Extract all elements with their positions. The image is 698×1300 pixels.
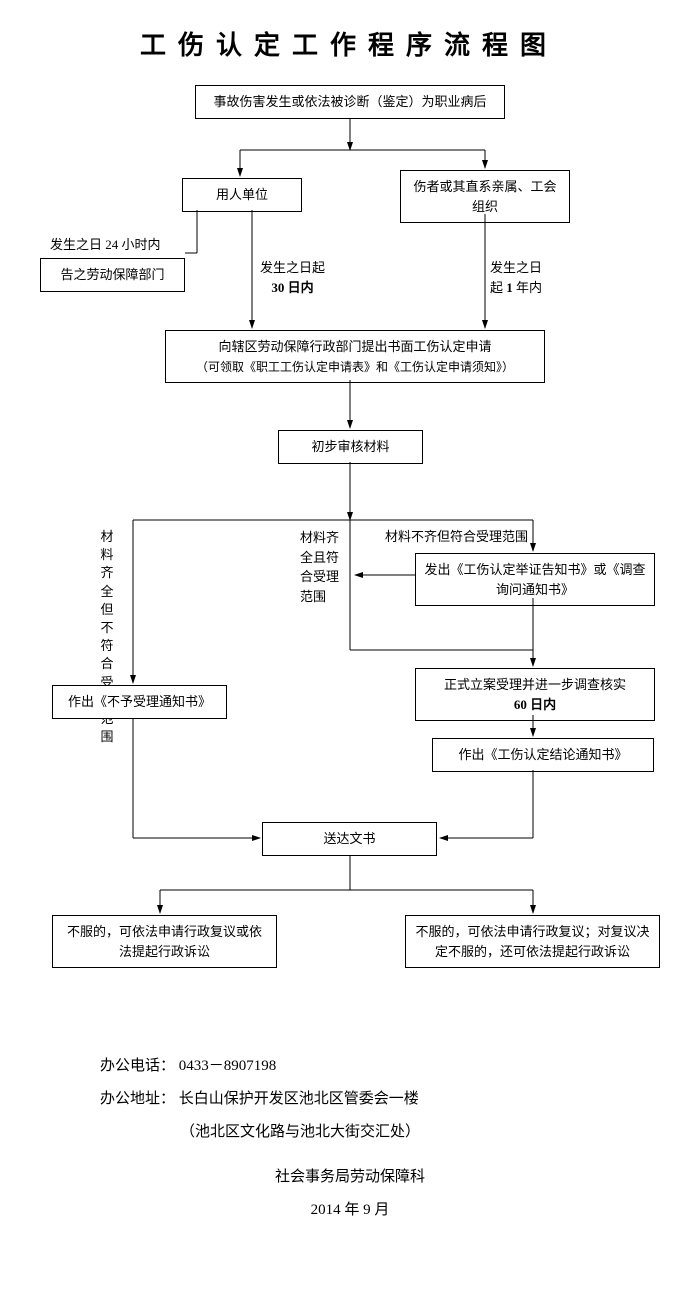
footer-addr2-text: （池北区文化路与池北大街交汇处） xyxy=(180,1124,420,1140)
footer-addr: 办公地址： 长白山保护开发区池北区管委会一楼 xyxy=(100,1083,600,1116)
flowchart-edges xyxy=(0,0,698,1000)
footer: 办公电话： 0433－8907198 办公地址： 长白山保护开发区池北区管委会一… xyxy=(100,1050,600,1227)
footer-addr2: （池北区文化路与池北大街交汇处） xyxy=(100,1116,600,1149)
footer-phone-label: 办公电话： xyxy=(100,1058,175,1074)
footer-date: 2014 年 9 月 xyxy=(100,1194,600,1227)
footer-phone-value: 0433－8907198 xyxy=(179,1058,277,1074)
footer-phone: 办公电话： 0433－8907198 xyxy=(100,1050,600,1083)
flowchart-container: 工伤认定工作程序流程图 事故伤害发生或依法被诊断（鉴定）为职业病后 用人单位 伤… xyxy=(0,0,698,1300)
footer-addr-value: 长白山保护开发区池北区管委会一楼 xyxy=(179,1091,419,1107)
footer-addr-label: 办公地址： xyxy=(100,1091,175,1107)
footer-dept: 社会事务局劳动保障科 xyxy=(100,1161,600,1194)
